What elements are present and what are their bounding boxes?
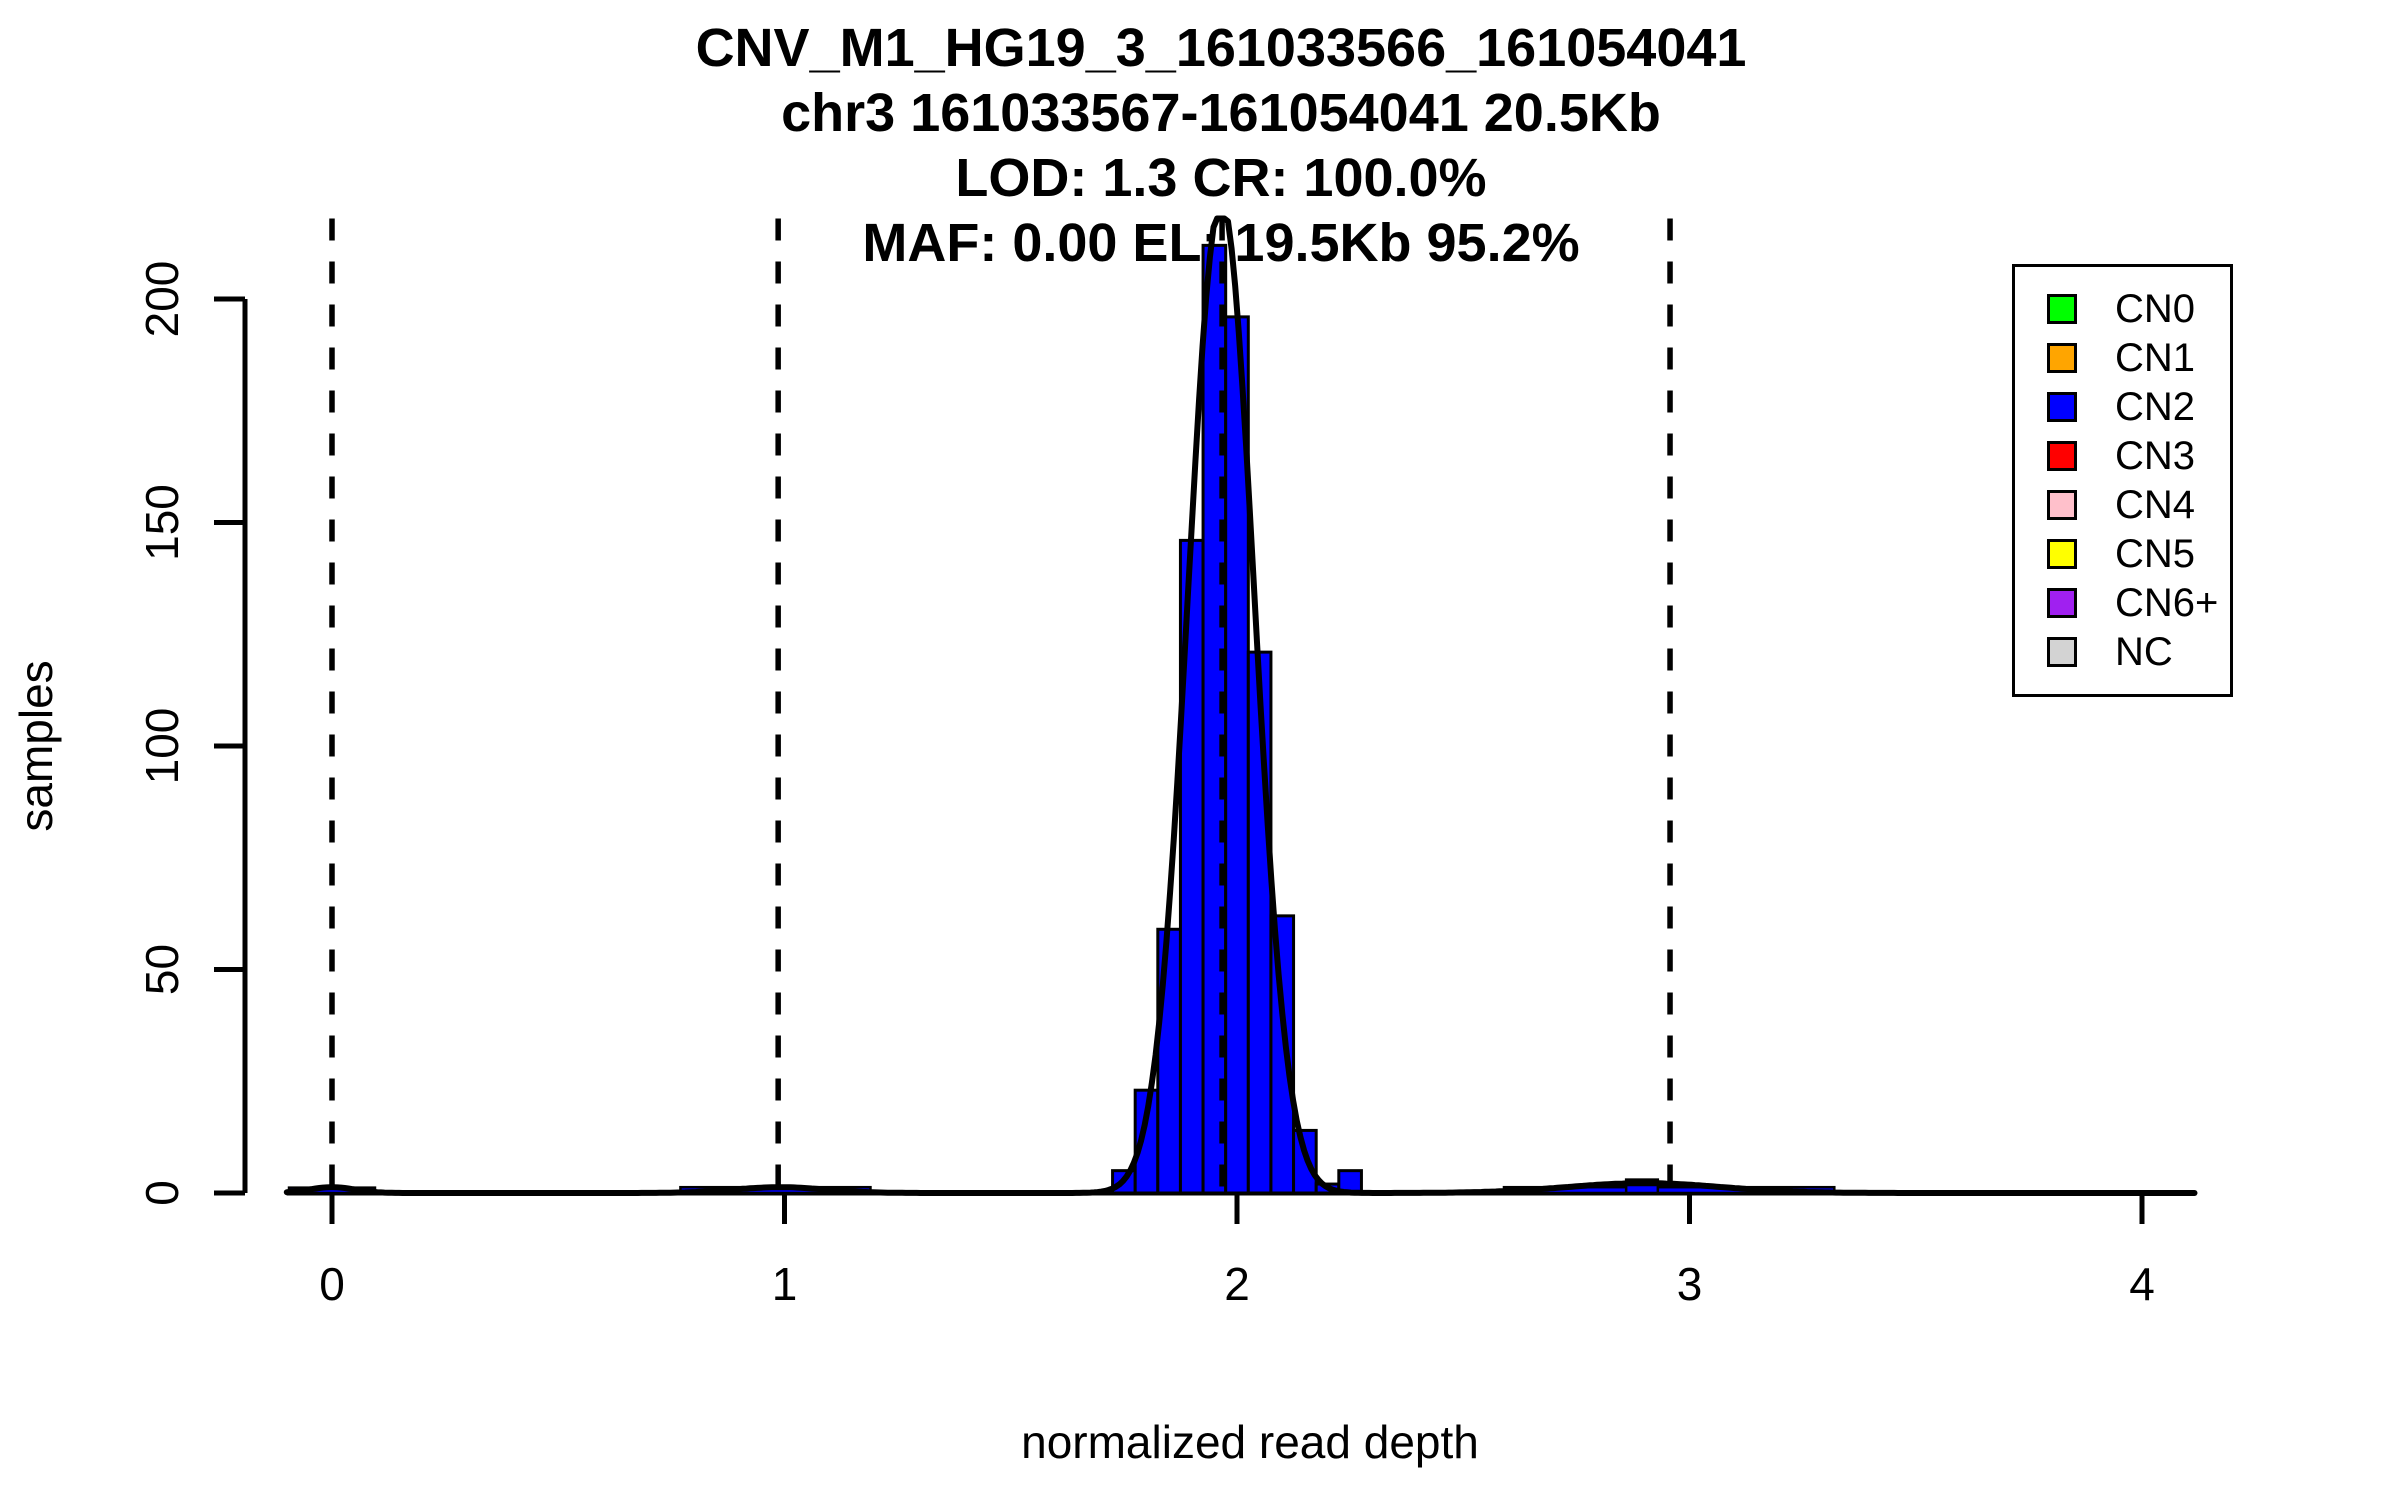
- x-tick-label: 3: [1677, 1258, 1703, 1310]
- y-tick-label: 50: [136, 944, 188, 995]
- legend-row-cn5: CN5: [2047, 530, 2230, 579]
- chart-title-line-2: chr3 161033567-161054041 20.5Kb: [781, 83, 1661, 143]
- chart-title-line-1: CNV_M1_HG19_3_161033566_161054041: [695, 18, 1747, 78]
- legend-swatch-cn3: [2047, 441, 2077, 471]
- y-tick-label: 100: [136, 708, 188, 785]
- legend-swatch-nc: [2047, 637, 2077, 667]
- legend-row-cn6plus: CN6+: [2047, 579, 2230, 628]
- y-tick-label: 200: [136, 261, 188, 338]
- legend-label: CN6+: [2115, 581, 2219, 625]
- legend-label: CN1: [2115, 336, 2196, 380]
- copy-number-legend: CN0 CN1 CN2 CN3 CN4 CN5 CN6+ NC: [2012, 264, 2233, 697]
- chart-title-line-3: LOD: 1.3 CR: 100.0%: [955, 148, 1487, 208]
- legend-swatch-cn2: [2047, 392, 2077, 422]
- legend-swatch-cn6plus: [2047, 588, 2077, 618]
- legend-swatch-cn4: [2047, 490, 2077, 520]
- legend-row-nc: NC: [2047, 628, 2230, 677]
- histogram-bar: [1269, 914, 1296, 1195]
- legend-swatch-cn1: [2047, 343, 2077, 373]
- density-curve: [283, 215, 2198, 1196]
- legend-swatch-cn0: [2047, 294, 2077, 324]
- legend-row-cn0: CN0: [2047, 285, 2230, 334]
- legend-row-cn2: CN2: [2047, 383, 2230, 432]
- y-tick-label: 150: [136, 484, 188, 561]
- legend-label: CN3: [2115, 434, 2196, 478]
- y-tick-label: 0: [136, 1180, 188, 1206]
- x-tick-label: 2: [1224, 1258, 1250, 1310]
- legend-label: CN2: [2115, 385, 2196, 429]
- y-axis-title: samples: [10, 660, 62, 831]
- x-tick-label: 1: [772, 1258, 798, 1310]
- legend-label: NC: [2115, 630, 2173, 674]
- legend-label: CN5: [2115, 532, 2196, 576]
- x-tick-label: 4: [2129, 1258, 2155, 1310]
- legend-row-cn3: CN3: [2047, 432, 2230, 481]
- legend-swatch-cn5: [2047, 539, 2077, 569]
- legend-label: CN4: [2115, 483, 2196, 527]
- x-tick-label: 0: [319, 1258, 345, 1310]
- legend-row-cn1: CN1: [2047, 334, 2230, 383]
- legend-label: CN0: [2115, 287, 2196, 331]
- legend-row-cn4: CN4: [2047, 481, 2230, 530]
- x-axis-title: normalized read depth: [1021, 1416, 1479, 1468]
